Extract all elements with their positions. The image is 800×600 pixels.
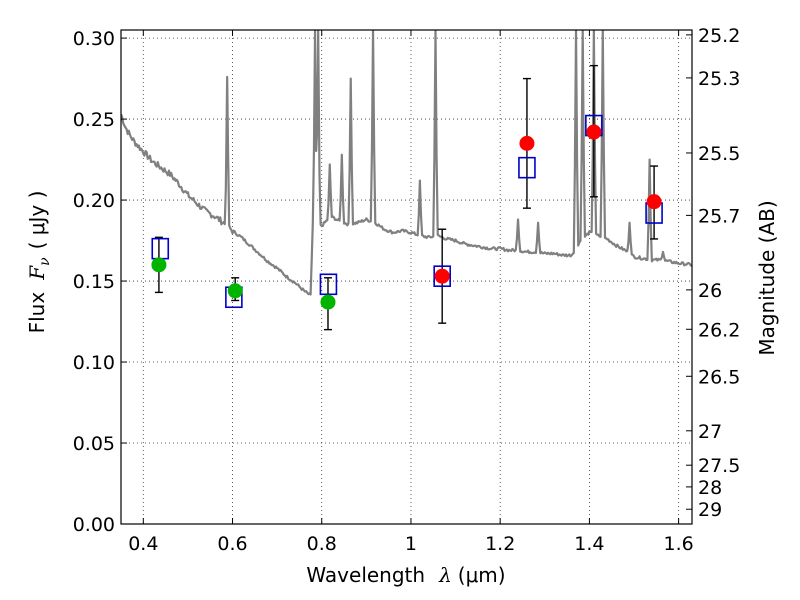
y-tick-label: 0.25 [73, 109, 115, 131]
spectrum-group [121, 30, 692, 296]
observed-point [434, 268, 450, 284]
right-tick-label: 27 [698, 421, 722, 443]
right-tick-label: 25.3 [698, 68, 740, 90]
x-axis-title: Wavelength λ (μm) [306, 563, 505, 587]
right-tick-label: 27.5 [698, 455, 740, 477]
observed-point [519, 135, 535, 151]
observed-point [320, 294, 336, 310]
y-tick-label: 0.00 [73, 514, 115, 536]
model-point [433, 265, 451, 287]
plot-frame [120, 29, 693, 525]
right-axis-title: Magnitude (AB) [755, 200, 779, 355]
y-tick-label: 0.15 [73, 271, 115, 293]
x-tick-label: 1.2 [485, 533, 515, 555]
y-tick-label: 0.30 [73, 28, 115, 50]
observed-point [227, 283, 243, 299]
model-point [319, 273, 338, 296]
right-tick-label: 26 [698, 280, 722, 302]
observed-point [586, 124, 602, 140]
right-tick-label: 28 [698, 477, 722, 499]
x-tick-label: 0.8 [307, 533, 337, 555]
x-tick-label: 0.6 [217, 533, 247, 555]
observed-point-group [151, 124, 662, 310]
y-axis-title: FluxFν( μJy ) [25, 191, 53, 334]
spectrum-line [121, 30, 692, 296]
right-tick-label: 26.2 [698, 319, 740, 341]
y-tick-label: 0.05 [73, 433, 115, 455]
x-tick-label: 1.4 [574, 533, 604, 555]
right-tick-label: 25.5 [698, 143, 740, 165]
x-tick-label: 1 [405, 533, 417, 555]
right-tick-label: 29 [698, 499, 722, 521]
y-tick-label: 0.10 [73, 352, 115, 374]
observed-point [151, 257, 167, 273]
grid-lines [121, 30, 692, 525]
right-tick-label: 26.5 [698, 366, 740, 388]
x-tick-label: 0.4 [128, 533, 158, 555]
right-tick-label: 25.7 [698, 205, 740, 227]
observed-point [646, 194, 662, 210]
y-axis-ticks: 0.00 0.05 0.10 0.15 0.20 0.25 0.30 [73, 28, 127, 536]
x-tick-label: 1.6 [664, 533, 694, 555]
x-axis-ticks: 0.4 0.6 0.8 1 1.2 1.4 1.6 [128, 30, 694, 555]
y-tick-label: 0.20 [73, 190, 115, 212]
model-point [518, 156, 536, 179]
model-point [151, 237, 170, 260]
right-tick-label: 25.2 [698, 25, 740, 47]
